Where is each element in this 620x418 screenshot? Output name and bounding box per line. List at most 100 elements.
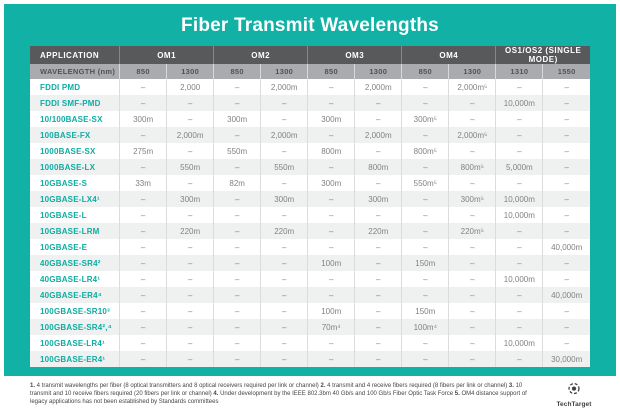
- column-header-om3: OM3: [307, 46, 402, 64]
- distance-cell: –: [354, 111, 402, 127]
- distance-cell: –: [166, 143, 214, 159]
- table-row: 100BASE-FX –2,000m –2,000m –2,000m –2,000m⁵ –…: [30, 127, 590, 143]
- distance-cell: –: [401, 223, 449, 239]
- distance-cell: 2,000m⁵: [448, 127, 496, 143]
- distance-cell: –: [448, 207, 496, 223]
- distance-cell: –: [542, 207, 590, 223]
- distance-cell: –: [448, 143, 496, 159]
- table-row: 1000BASE-LX –550m –550m –800m –800m⁵ 5,000m –: [30, 159, 590, 175]
- distance-cell: –: [260, 207, 308, 223]
- distance-cell: 30,000m: [542, 351, 590, 367]
- distance-cell: –: [401, 159, 449, 175]
- distance-cell: 2,000m: [354, 127, 402, 143]
- distance-cell: –: [260, 111, 308, 127]
- footnote-number: 3.: [508, 383, 516, 389]
- table-row: 10GBASE-S 33m –82m –300m –550m⁵ – – –: [30, 175, 590, 191]
- distance-cell: –: [401, 127, 449, 143]
- distance-cell: 150m: [401, 255, 449, 271]
- distance-cell: 300m: [119, 111, 167, 127]
- distance-cell: –: [260, 351, 308, 367]
- distance-cell: –: [213, 303, 261, 319]
- distance-cell: –: [401, 79, 449, 95]
- techtarget-logo: TechTarget: [548, 381, 600, 408]
- table-row: 10/100BASE-SX 300m –300m –300m –300m⁵ – – –: [30, 111, 590, 127]
- distance-cell: 2,000m: [354, 79, 402, 95]
- distance-cell: 82m: [213, 175, 261, 191]
- distance-cell: –: [213, 223, 261, 239]
- infographic-panel: Fiber Transmit Wavelengths APPLICATION O…: [4, 4, 616, 376]
- distance-cell: –: [542, 223, 590, 239]
- distance-cell: –: [119, 79, 167, 95]
- distance-cell: –: [119, 351, 167, 367]
- distance-cell: 275m: [119, 143, 167, 159]
- distance-cell: 5,000m: [495, 159, 543, 175]
- distance-cell: –: [213, 351, 261, 367]
- distance-cell: –: [166, 271, 214, 287]
- distance-cell: 150m: [401, 303, 449, 319]
- logo-text: TechTarget: [556, 401, 592, 408]
- distance-cell: –: [260, 303, 308, 319]
- distance-cell: –: [166, 175, 214, 191]
- distance-cell: –: [354, 303, 402, 319]
- table-row: 40GBASE-LR4¹ – – – – – – – –10,000m –: [30, 271, 590, 287]
- distance-cell: –: [166, 111, 214, 127]
- distance-cell: 10,000m: [495, 335, 543, 351]
- distance-cell: –: [542, 79, 590, 95]
- fiber-wavelength-table: APPLICATION OM1 OM2 OM3 OM4 OS1/OS2 (SIN…: [30, 46, 590, 367]
- distance-cell: –: [307, 79, 355, 95]
- group-header-row: APPLICATION OM1 OM2 OM3 OM4 OS1/OS2 (SIN…: [30, 46, 590, 64]
- distance-cell: –: [401, 335, 449, 351]
- distance-cell: –: [213, 127, 261, 143]
- distance-cell: –: [495, 111, 543, 127]
- distance-cell: –: [119, 159, 167, 175]
- distance-cell: –: [495, 303, 543, 319]
- distance-cell: –: [119, 127, 167, 143]
- table-row: 40GBASE-SR4² – – – –100m –150m – – –: [30, 255, 590, 271]
- distance-cell: –: [495, 319, 543, 335]
- distance-cell: –: [495, 255, 543, 271]
- distance-cell: 550m: [260, 159, 308, 175]
- distance-cell: 100m⁴: [401, 319, 449, 335]
- footnotes: 1. 4 transmit wavelengths per fiber (8 o…: [30, 383, 527, 405]
- distance-cell: 100m: [307, 303, 355, 319]
- distance-cell: –: [166, 255, 214, 271]
- distance-cell: 300m⁵: [401, 111, 449, 127]
- application-label: 100GBASE-LR4¹: [40, 338, 105, 348]
- application-label: 40GBASE-LR4¹: [40, 274, 101, 284]
- distance-cell: 550m: [166, 159, 214, 175]
- distance-cell: –: [354, 255, 402, 271]
- distance-cell: –: [401, 191, 449, 207]
- distance-cell: –: [354, 287, 402, 303]
- distance-cell: –: [166, 303, 214, 319]
- distance-cell: 300m: [166, 191, 214, 207]
- distance-cell: –: [307, 95, 355, 111]
- wavelength-os-1310: 1310: [495, 64, 543, 79]
- distance-cell: –: [307, 207, 355, 223]
- table-row: 10GBASE-LRM –220m –220m –220m –220m⁵ – –: [30, 223, 590, 239]
- distance-cell: 33m: [119, 175, 167, 191]
- distance-cell: –: [354, 175, 402, 191]
- application-label: 10GBASE-LRM: [40, 226, 100, 236]
- distance-cell: 550m⁵: [401, 175, 449, 191]
- distance-cell: –: [213, 207, 261, 223]
- footer: 1. 4 transmit wavelengths per fiber (8 o…: [0, 376, 620, 418]
- distance-cell: –: [354, 351, 402, 367]
- application-label: 100GBASE-SR10³: [40, 306, 110, 316]
- distance-cell: 300m: [307, 175, 355, 191]
- table-row: 100GBASE-SR10³ – – – –100m –150m – – –: [30, 303, 590, 319]
- distance-cell: –: [307, 351, 355, 367]
- distance-cell: 10,000m: [495, 271, 543, 287]
- distance-cell: 70m⁴: [307, 319, 355, 335]
- distance-cell: –: [542, 335, 590, 351]
- distance-cell: –: [542, 271, 590, 287]
- distance-cell: –: [354, 207, 402, 223]
- distance-cell: –: [307, 239, 355, 255]
- application-label: 1000BASE-SX: [40, 146, 96, 156]
- wavelength-row-label: WAVELENGTH (nm): [30, 64, 120, 79]
- table-row: 40GBASE-ER4⁴ – – – – – – – – –40,000m: [30, 287, 590, 303]
- distance-cell: –: [354, 335, 402, 351]
- distance-cell: 800m⁵: [448, 159, 496, 175]
- column-header-om4: OM4: [401, 46, 496, 64]
- distance-cell: –: [495, 79, 543, 95]
- distance-cell: –: [260, 143, 308, 159]
